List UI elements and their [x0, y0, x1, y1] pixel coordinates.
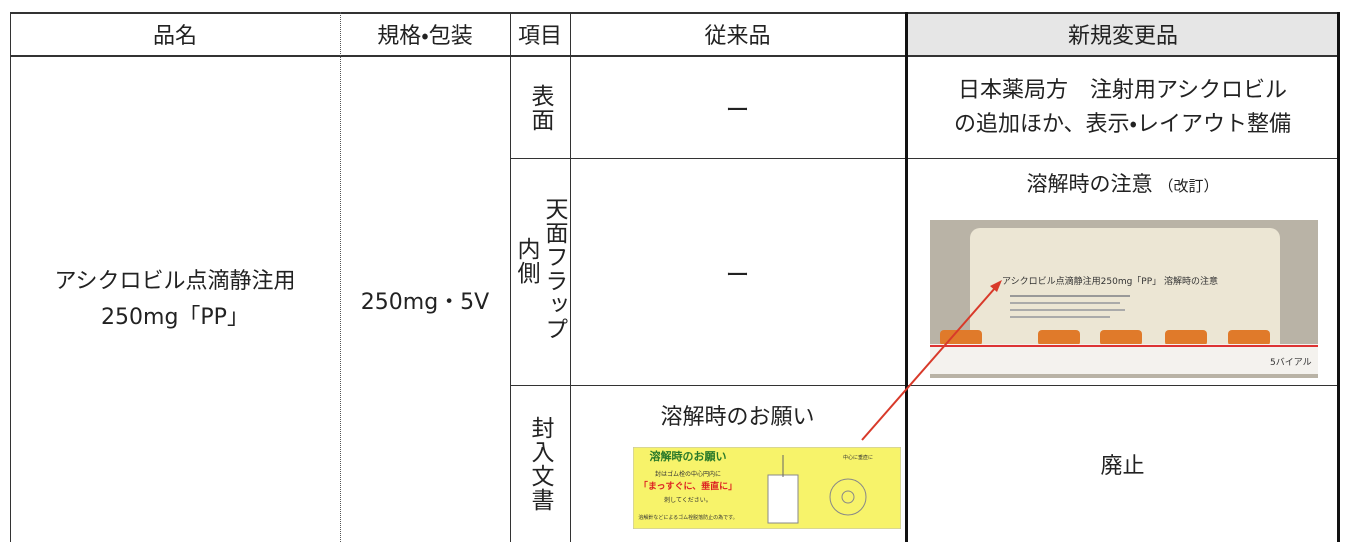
- conventional: 溶解時のお願い: [660, 405, 815, 430]
- new: 日本薬局方 注射用アシクロビル の追加ほか、表示・レイアウト整備: [908, 57, 1337, 158]
- border: [510, 12, 511, 542]
- insert-line: 封はゴム栓の中心円内に: [655, 470, 721, 478]
- insert-image: 溶解時のお願い 封はゴム栓の中心円内に 「まっすぐに、垂直に」 刺してください。…: [633, 447, 901, 529]
- border: [340, 12, 341, 542]
- cap: [940, 330, 982, 346]
- vial-caps: [940, 330, 1270, 346]
- photo: アシクロビル点滴静注用250mg「PP」 溶解時の注意 5バイアル: [930, 220, 1318, 378]
- cap: [1165, 330, 1207, 346]
- header-cell: 従来品: [704, 23, 771, 49]
- new: 廃止: [1100, 454, 1145, 479]
- cap: [1038, 330, 1080, 346]
- border: [10, 55, 1340, 57]
- line: [1010, 295, 1130, 297]
- border: [570, 12, 571, 542]
- item: 封入文書: [510, 386, 570, 542]
- item: 表面: [510, 57, 570, 158]
- insert-bg: [633, 447, 901, 529]
- text: 表面: [527, 83, 553, 132]
- header-cell: 項目: [517, 23, 562, 49]
- border: [510, 158, 1340, 159]
- text: 天面フラップ: [541, 197, 567, 341]
- new-title: 溶解時の注意 （改訂）: [908, 168, 1337, 208]
- product-name: アシクロビル点滴静注用 250mg「PP」: [10, 57, 340, 542]
- border: [1337, 12, 1340, 542]
- conventional: ー: [725, 96, 750, 124]
- arrow: [861, 287, 996, 441]
- text: 内側: [513, 237, 539, 285]
- insert-line: 刺してください。: [664, 496, 712, 504]
- text: の追加ほか、表示・レイアウト整備: [953, 111, 1292, 137]
- text: 250mg「PP」: [101, 304, 249, 330]
- line: [1010, 302, 1120, 304]
- header-cell: 規格・包装: [377, 23, 473, 49]
- border: [905, 12, 908, 542]
- photo-label: アシクロビル点滴静注用250mg「PP」 溶解時の注意: [1002, 275, 1218, 287]
- line: [1010, 316, 1110, 318]
- insert-title: 溶解時のお願い: [650, 449, 727, 463]
- border: [10, 12, 1340, 14]
- cap: [1228, 330, 1270, 346]
- insert-line: 「まっすぐに、垂直に」: [639, 480, 737, 492]
- text: 溶解時の注意: [1026, 172, 1153, 196]
- stopper-center: [841, 490, 855, 504]
- text: 封入文書: [527, 416, 553, 512]
- figure-note: 中心に垂直に: [843, 454, 873, 461]
- text-lines: [1010, 295, 1130, 318]
- border: [10, 12, 11, 542]
- text: （改訂）: [1158, 177, 1219, 195]
- photo-count: 5バイアル: [1270, 357, 1312, 368]
- cap: [1100, 330, 1142, 346]
- text: 日本薬局方 注射用アシクロビル: [957, 77, 1288, 103]
- line: [1010, 309, 1125, 311]
- item: 天面フラップ 内側: [510, 159, 570, 385]
- box-front: [930, 344, 1318, 374]
- insert-line: 溶解針などによるゴム栓脱落防止の為です。: [638, 514, 737, 521]
- header-bg: [907, 12, 1339, 55]
- stopper-figure: [829, 478, 867, 516]
- product-spec: 250mg・5V: [360, 289, 490, 315]
- text: アシクロビル点滴静注用: [54, 268, 296, 294]
- header-cell: 品名: [152, 23, 197, 49]
- header-cell: 新規変更品: [1067, 23, 1178, 49]
- conventional: ー: [725, 260, 750, 289]
- border: [510, 385, 1340, 386]
- arrow-head: [990, 280, 1002, 292]
